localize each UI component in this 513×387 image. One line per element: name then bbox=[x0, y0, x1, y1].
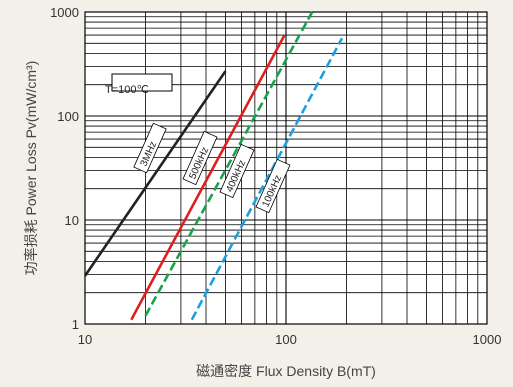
x-tick-label: 1000 bbox=[473, 332, 502, 347]
y-axis-label: 功率损耗 Power Loss Pv(mW/cm³) bbox=[23, 61, 39, 276]
y-tick-label: 1 bbox=[72, 317, 79, 332]
x-axis-label: 磁通密度 Flux Density B(mT) bbox=[196, 363, 376, 379]
temperature-label: T=100℃ bbox=[105, 84, 149, 96]
series-label-box-500khz bbox=[182, 130, 218, 186]
series-label-box-3mhz bbox=[133, 122, 167, 174]
series-line-3mhz bbox=[83, 70, 227, 277]
series-label-box-100khz bbox=[255, 158, 291, 214]
series-label-box-400khz bbox=[219, 143, 255, 199]
series-line-400khz bbox=[144, 11, 314, 317]
x-tick-label: 10 bbox=[78, 332, 92, 347]
y-tick-label: 1000 bbox=[50, 5, 79, 20]
temperature-label-box bbox=[111, 73, 173, 92]
x-tick-label: 100 bbox=[275, 332, 297, 347]
series-line-100khz bbox=[190, 37, 344, 321]
grid-lines bbox=[85, 12, 487, 324]
y-tick-label: 10 bbox=[65, 213, 79, 228]
y-tick-label: 100 bbox=[57, 109, 79, 124]
series-line-500khz bbox=[130, 35, 286, 321]
series-lines bbox=[83, 11, 344, 321]
